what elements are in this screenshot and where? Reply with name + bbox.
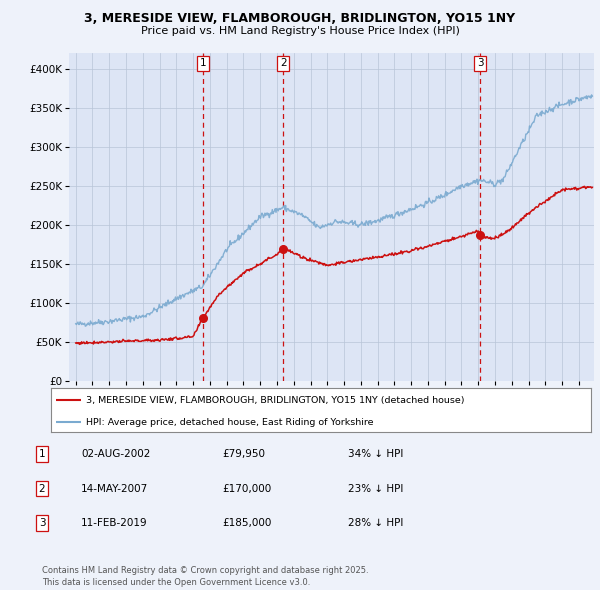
Text: 02-AUG-2002: 02-AUG-2002	[81, 450, 151, 459]
Text: 2: 2	[280, 58, 287, 68]
Text: 34% ↓ HPI: 34% ↓ HPI	[348, 450, 403, 459]
Text: 3, MERESIDE VIEW, FLAMBOROUGH, BRIDLINGTON, YO15 1NY (detached house): 3, MERESIDE VIEW, FLAMBOROUGH, BRIDLINGT…	[86, 395, 464, 405]
Text: 28% ↓ HPI: 28% ↓ HPI	[348, 518, 403, 527]
Text: HPI: Average price, detached house, East Riding of Yorkshire: HPI: Average price, detached house, East…	[86, 418, 374, 427]
Text: £79,950: £79,950	[222, 450, 265, 459]
Text: 3: 3	[477, 58, 484, 68]
Text: 23% ↓ HPI: 23% ↓ HPI	[348, 484, 403, 493]
Text: 2: 2	[38, 484, 46, 493]
Text: Contains HM Land Registry data © Crown copyright and database right 2025.
This d: Contains HM Land Registry data © Crown c…	[42, 566, 368, 587]
Text: 1: 1	[200, 58, 206, 68]
Text: 3, MERESIDE VIEW, FLAMBOROUGH, BRIDLINGTON, YO15 1NY: 3, MERESIDE VIEW, FLAMBOROUGH, BRIDLINGT…	[85, 12, 515, 25]
Text: Price paid vs. HM Land Registry's House Price Index (HPI): Price paid vs. HM Land Registry's House …	[140, 26, 460, 35]
Text: 14-MAY-2007: 14-MAY-2007	[81, 484, 148, 493]
Text: 3: 3	[38, 518, 46, 527]
Text: 11-FEB-2019: 11-FEB-2019	[81, 518, 148, 527]
Text: £170,000: £170,000	[222, 484, 271, 493]
Text: 1: 1	[38, 450, 46, 459]
Text: £185,000: £185,000	[222, 518, 271, 527]
